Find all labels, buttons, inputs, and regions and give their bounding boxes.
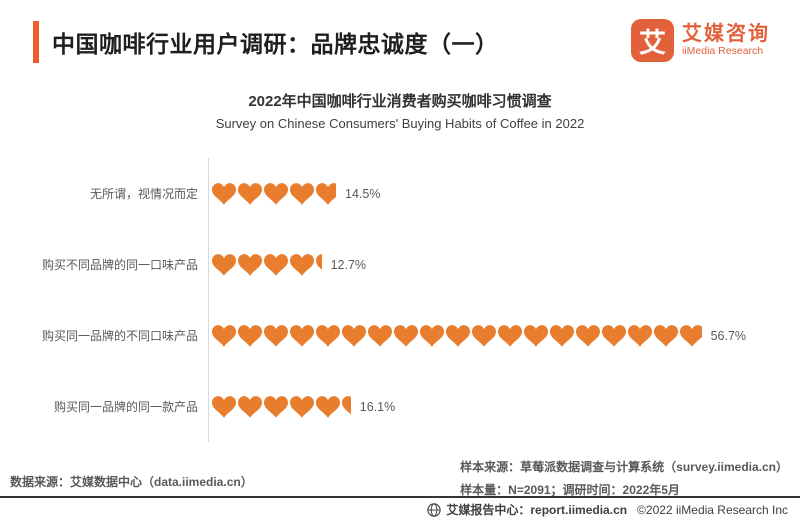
hearts-bar: 12.7% xyxy=(208,229,366,300)
chart-row: 购买不同品牌的同一口味产品 12.7% xyxy=(40,229,780,300)
heart-icon xyxy=(316,395,340,418)
heart-icon xyxy=(264,395,288,418)
report-center-globe-icon xyxy=(427,502,442,517)
heart-icon xyxy=(238,395,262,418)
value-label: 16.1% xyxy=(359,399,396,414)
heart-icon-partial xyxy=(680,324,702,347)
logo-name-cn: 艾媒咨询 xyxy=(682,23,770,46)
copyright-text: ©2022 iiMedia Research Inc xyxy=(637,502,788,517)
heart-icon xyxy=(498,324,522,347)
heart-icon xyxy=(290,324,314,347)
chart-row: 购买同一品牌的同一款产品 16.1% xyxy=(40,371,780,442)
heart-icon xyxy=(238,324,262,347)
value-label: 12.7% xyxy=(330,257,367,272)
heart-icon xyxy=(264,253,288,276)
value-label: 56.7% xyxy=(710,328,747,343)
chart-title: 2022年中国咖啡行业消费者购买咖啡习惯调查 xyxy=(248,93,552,110)
category-label: 购买不同品牌的同一口味产品 xyxy=(41,258,198,272)
bottom-divider xyxy=(0,496,800,498)
report-center-link: 艾媒报告中心：report.iimedia.cn xyxy=(446,503,628,517)
iimedia-logo-icon: 艾 xyxy=(631,19,674,62)
heart-icon xyxy=(212,182,236,205)
sample-size-note: 样本量：N=2091；调研时间：2022年5月 xyxy=(460,482,680,497)
heart-icon xyxy=(212,324,236,347)
heart-icon xyxy=(524,324,548,347)
header: 中国咖啡行业用户调研：品牌忠诚度（一） 艾 艾媒咨询 iiMedia Resea… xyxy=(33,18,770,66)
heart-icon xyxy=(550,324,574,347)
heart-icon xyxy=(290,395,314,418)
accent-bar xyxy=(33,21,39,63)
heart-icon xyxy=(342,324,366,347)
bottom-bar: 艾媒报告中心：report.iimedia.cn ©2022 iiMedia R… xyxy=(427,501,788,518)
value-label: 14.5% xyxy=(345,186,381,201)
heart-icon xyxy=(368,324,392,347)
sample-source-note: 样本来源：草莓派数据调查与计算系统（survey.iimedia.cn） xyxy=(460,460,788,474)
chart-row: 无所谓，视情况而定 14.5% xyxy=(40,158,780,229)
heart-icon xyxy=(420,324,444,347)
heart-icon xyxy=(602,324,626,347)
heart-icon xyxy=(628,324,652,347)
heart-icon xyxy=(238,182,262,205)
hearts-bar: 16.1% xyxy=(208,371,395,442)
heart-icon xyxy=(290,253,314,276)
heart-icon xyxy=(264,182,288,205)
sample-notes: 样本来源：草莓派数据调查与计算系统（survey.iimedia.cn） 样本量… xyxy=(460,456,788,502)
category-label: 无所谓，视情况而定 xyxy=(89,187,198,201)
hearts-bar: 14.5% xyxy=(208,158,380,229)
heart-icon xyxy=(446,324,470,347)
heart-icon xyxy=(654,324,678,347)
data-source-note: 数据来源：艾媒数据中心（data.iimedia.cn） xyxy=(10,475,253,489)
logo-text: 艾媒咨询 iiMedia Research xyxy=(682,23,770,58)
heart-icon xyxy=(264,324,288,347)
heart-icon xyxy=(576,324,600,347)
heart-icon xyxy=(212,395,236,418)
heart-icon xyxy=(290,182,314,205)
chart-row: 购买同一品牌的不同口味产品 xyxy=(40,300,780,371)
heart-icon-partial xyxy=(316,182,336,205)
heart-icon xyxy=(238,253,262,276)
heart-icon xyxy=(394,324,418,347)
logo-name-en: iiMedia Research xyxy=(682,45,764,58)
heart-icon xyxy=(316,324,340,347)
chart-subtitle: Survey on Chinese Consumers' Buying Habi… xyxy=(215,116,585,131)
heart-icon xyxy=(212,253,236,276)
category-label: 购买同一品牌的不同口味产品 xyxy=(41,329,198,343)
heart-icon xyxy=(472,324,496,347)
page-title: 中国咖啡行业用户调研：品牌忠诚度（一） xyxy=(52,31,499,57)
iimedia-logo: 艾 艾媒咨询 iiMedia Research xyxy=(631,19,770,62)
heart-icon-partial xyxy=(342,395,351,418)
heart-icon-partial xyxy=(316,253,322,276)
hearts-bar: 56.7% xyxy=(208,300,746,371)
chart-rows: 无所谓，视情况而定 14.5% 购买不同品牌的同一口味产品 12.7% 购买同一品牌… xyxy=(40,158,780,442)
category-label: 购买同一品牌的同一款产品 xyxy=(53,400,198,414)
